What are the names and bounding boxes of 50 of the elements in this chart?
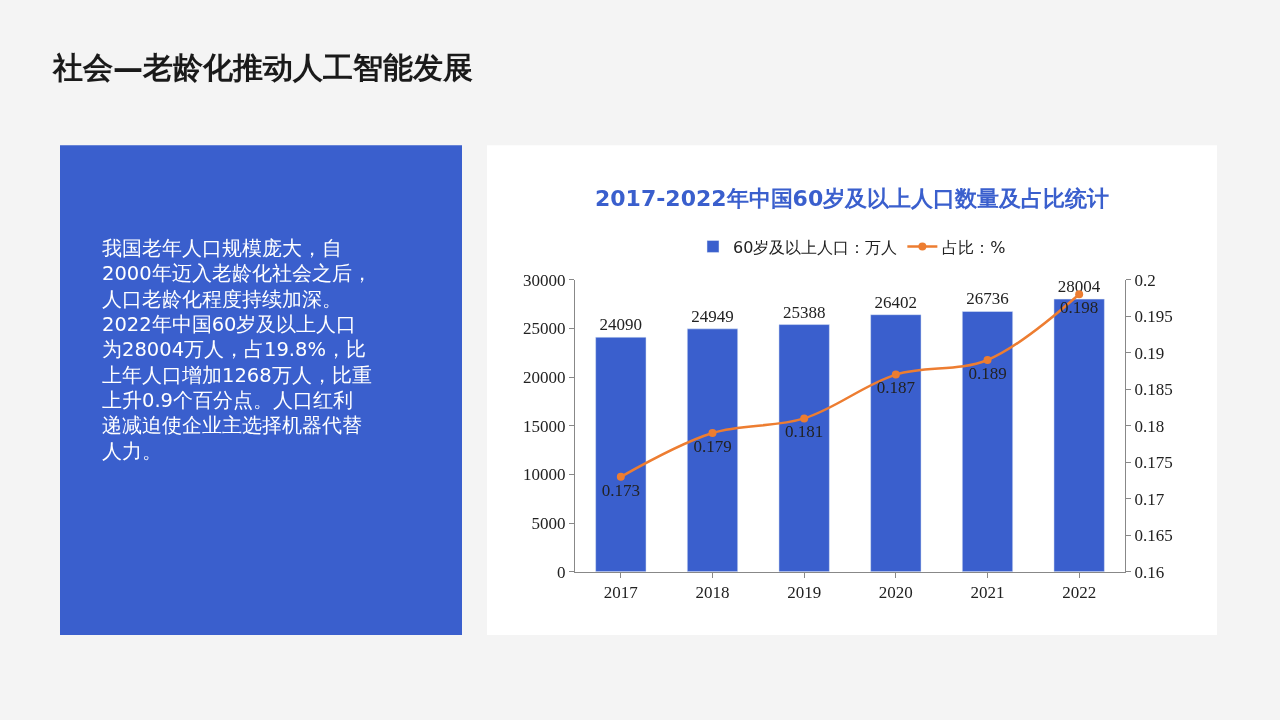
data-label: 26402	[874, 292, 918, 312]
y-tick-label: 0	[557, 562, 566, 582]
point	[983, 355, 992, 364]
chart-title: 2017-2022年中国60岁及以上人口数量及占比统计	[595, 186, 1110, 211]
bar	[778, 324, 830, 572]
legend-label: 60岁及以上人口：万人	[733, 237, 898, 257]
point	[891, 370, 900, 379]
y2-tick-label: 0.195	[1134, 307, 1173, 327]
data-label: 0.179	[693, 436, 732, 456]
y-tick-label: 30000	[523, 270, 566, 290]
bar	[595, 336, 647, 572]
x-tick-label: 2018	[695, 583, 730, 603]
bar	[870, 314, 922, 572]
y2-tick-label: 0.17	[1134, 489, 1165, 509]
bar	[1053, 298, 1105, 572]
data-label: 24090	[599, 315, 643, 335]
y-tick-label: 15000	[523, 416, 566, 436]
y-tick-label: 5000	[531, 514, 566, 534]
x-tick-label: 2022	[1062, 583, 1097, 603]
y-tick-label: 20000	[523, 367, 566, 387]
data-label: 28004	[1057, 277, 1101, 297]
data-label: 0.173	[601, 480, 640, 500]
y2-tick-label: 0.16	[1134, 562, 1165, 582]
x-tick-label: 2017	[603, 583, 639, 603]
y2-tick-label: 0.165	[1134, 526, 1173, 546]
data-label: 26736	[966, 289, 1009, 309]
x-tick-label: 2020	[878, 583, 913, 603]
y2-tick-label: 0.175	[1134, 453, 1173, 473]
data-label: 0.187	[876, 378, 916, 398]
bar	[687, 328, 738, 572]
y2-tick-label: 0.19	[1134, 343, 1165, 363]
data-label: 0.189	[968, 363, 1007, 383]
x-tick-label: 2019	[787, 583, 822, 603]
point	[708, 429, 717, 437]
text: 我国老年人口规模庞大，自2000年迈入老龄化社会之后，人口老龄化程度持续加深。2022年中国60岁及以上人口为28004万人，占19.8%，比上年人口增加1268万人，比重上升0.9个百分点。人口红利递减迫使企业主选择机器代替人力。	[102, 237, 372, 463]
text: 社会—老龄化推动人工智能发展	[52, 50, 473, 85]
data-label: 0.198	[1060, 298, 1099, 318]
data-label: 24949	[691, 306, 734, 326]
y2-tick-label: 0.185	[1134, 380, 1173, 400]
y-tick-label: 25000	[523, 319, 566, 339]
data-label: 25388	[782, 302, 826, 322]
y-tick-label: 10000	[523, 465, 566, 485]
point	[800, 414, 809, 423]
data-label: 0.181	[785, 422, 824, 442]
x-tick-label: 2021	[970, 583, 1005, 603]
legend-label: 占比：%	[942, 237, 1006, 257]
bar	[962, 311, 1013, 572]
y2-tick-label: 0.18	[1134, 416, 1165, 436]
y2-tick-label: 0.2	[1134, 270, 1156, 290]
point	[616, 472, 625, 481]
